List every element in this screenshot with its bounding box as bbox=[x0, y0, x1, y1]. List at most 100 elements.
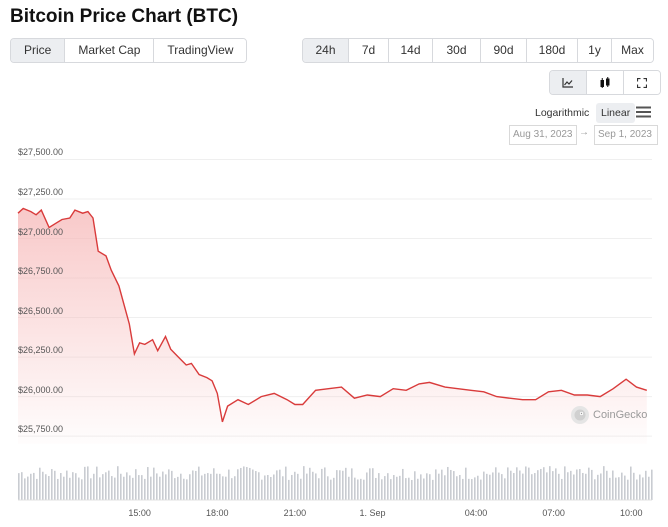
range-90d-button[interactable]: 90d bbox=[481, 39, 527, 62]
range-180d-button[interactable]: 180d bbox=[527, 39, 578, 62]
volume-bar bbox=[585, 473, 587, 500]
volume-bar bbox=[204, 473, 206, 500]
volume-bars bbox=[18, 466, 653, 500]
volume-bar bbox=[264, 475, 266, 500]
volume-bar bbox=[141, 475, 143, 500]
volume-bar bbox=[576, 469, 578, 500]
volume-bar bbox=[261, 479, 263, 500]
volume-bar bbox=[42, 471, 44, 500]
volume-bar bbox=[405, 478, 407, 500]
tab-market-cap[interactable]: Market Cap bbox=[65, 39, 155, 62]
volume-bar bbox=[456, 476, 458, 500]
volume-bar bbox=[375, 477, 377, 500]
volume-bar bbox=[639, 474, 641, 500]
x-tick-label: 07:00 bbox=[542, 508, 565, 518]
volume-bar bbox=[387, 473, 389, 500]
volume-bar bbox=[363, 479, 365, 500]
linear-scale-toggle[interactable]: Linear bbox=[596, 103, 636, 123]
volume-bar bbox=[336, 470, 338, 500]
price-line bbox=[17, 207, 648, 423]
volume-bar bbox=[255, 471, 257, 500]
tab-tradingview[interactable]: TradingView bbox=[154, 39, 247, 62]
volume-bar bbox=[309, 467, 311, 500]
logarithmic-scale-toggle[interactable]: Logarithmic bbox=[535, 107, 590, 119]
volume-bar bbox=[171, 470, 173, 500]
volume-bar bbox=[357, 479, 359, 500]
volume-bar bbox=[123, 476, 125, 500]
volume-bar bbox=[177, 476, 179, 500]
volume-bar bbox=[408, 477, 410, 500]
line-chart-icon bbox=[562, 77, 573, 88]
volume-bar bbox=[492, 472, 494, 500]
hamburger-menu-icon[interactable] bbox=[636, 106, 651, 118]
date-from-input[interactable] bbox=[509, 125, 577, 145]
volume-bar bbox=[486, 473, 488, 500]
x-tick-label: 18:00 bbox=[205, 508, 229, 518]
volume-bar bbox=[390, 479, 392, 500]
volume-bar bbox=[144, 478, 146, 500]
date-to-input[interactable] bbox=[594, 125, 658, 145]
range-max-button[interactable]: Max bbox=[612, 39, 653, 62]
volume-bar bbox=[354, 477, 356, 500]
volume-bar bbox=[372, 468, 374, 500]
volume-bar bbox=[423, 478, 425, 500]
volume-bar bbox=[648, 476, 650, 500]
tab-price[interactable]: Price bbox=[11, 39, 66, 62]
volume-bar bbox=[99, 477, 101, 500]
range-1y-button[interactable]: 1y bbox=[578, 39, 612, 62]
volume-bar bbox=[459, 474, 461, 500]
volume-bar bbox=[552, 471, 554, 500]
volume-bar bbox=[525, 466, 527, 500]
volume-bar bbox=[444, 475, 446, 500]
volume-bar bbox=[273, 474, 275, 500]
volume-bar bbox=[102, 474, 104, 500]
volume-bar bbox=[618, 477, 620, 500]
range-24h-button[interactable]: 24h bbox=[303, 39, 349, 62]
line-chart-button[interactable] bbox=[550, 71, 587, 94]
volume-bar bbox=[276, 470, 278, 500]
volume-bar bbox=[87, 466, 89, 500]
volume-bar bbox=[75, 473, 77, 500]
volume-bar bbox=[321, 468, 323, 500]
x-tick-label: 04:00 bbox=[464, 508, 488, 518]
volume-bar bbox=[291, 474, 293, 500]
volume-bar bbox=[81, 479, 83, 500]
volume-bar bbox=[441, 469, 443, 500]
volume-bar bbox=[105, 472, 107, 500]
volume-bar bbox=[567, 472, 569, 500]
volume-bar bbox=[597, 474, 599, 500]
volume-bar bbox=[285, 466, 287, 500]
volume-bar bbox=[360, 478, 362, 500]
volume-bar bbox=[384, 476, 386, 500]
volume-bar bbox=[315, 473, 317, 500]
volume-bar bbox=[651, 469, 653, 500]
volume-bar bbox=[78, 477, 80, 500]
volume-bar bbox=[579, 469, 581, 500]
volume-bar bbox=[327, 476, 329, 500]
volume-bar bbox=[495, 467, 497, 500]
x-tick-label: 21:00 bbox=[283, 508, 307, 518]
volume-bar bbox=[477, 475, 479, 500]
volume-bar bbox=[279, 469, 281, 500]
volume-bar bbox=[237, 469, 239, 500]
candlestick-button[interactable] bbox=[587, 71, 624, 94]
volume-bar bbox=[306, 473, 308, 500]
volume-bar bbox=[198, 466, 200, 500]
volume-bar bbox=[219, 473, 221, 500]
fullscreen-button[interactable] bbox=[624, 71, 660, 94]
x-tick-label: 15:00 bbox=[128, 508, 151, 518]
y-tick-label: $27,000.00 bbox=[18, 226, 64, 237]
volume-bar bbox=[288, 479, 290, 500]
volume-bar bbox=[270, 476, 272, 500]
volume-bar bbox=[231, 478, 233, 500]
range-30d-button[interactable]: 30d bbox=[433, 39, 481, 62]
volume-bar bbox=[339, 470, 341, 500]
volume-bar bbox=[630, 466, 632, 500]
volume-bar bbox=[627, 479, 629, 500]
volume-bar bbox=[348, 476, 350, 500]
volume-bar bbox=[432, 479, 434, 500]
volume-bar bbox=[63, 476, 65, 500]
range-14d-button[interactable]: 14d bbox=[389, 39, 433, 62]
volume-bar bbox=[36, 478, 38, 500]
range-7d-button[interactable]: 7d bbox=[349, 39, 389, 62]
